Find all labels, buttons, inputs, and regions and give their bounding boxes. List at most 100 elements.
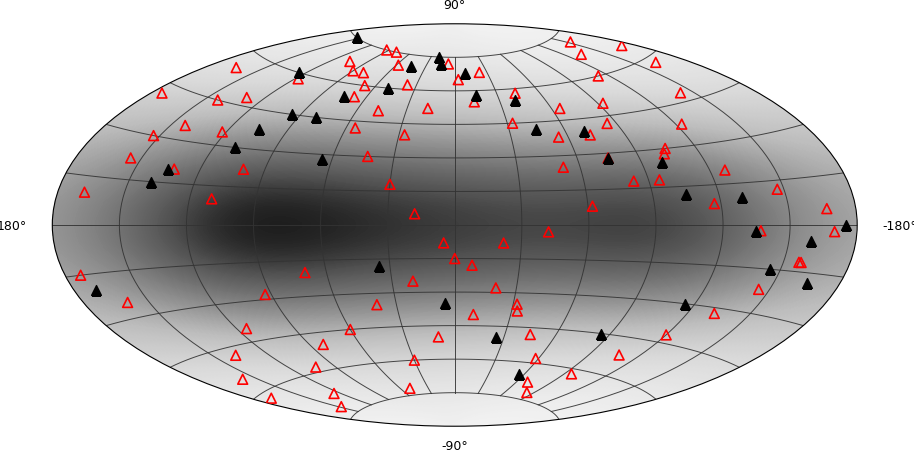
Point (541, 229, 556, 236)
Point (770, 186, 784, 193)
Point (314, 156, 329, 163)
Point (648, 60, 663, 67)
Point (402, 385, 417, 392)
Point (228, 352, 243, 359)
Point (800, 280, 814, 287)
Point (820, 206, 834, 213)
Point (675, 121, 689, 129)
Point (657, 151, 672, 158)
Point (360, 153, 375, 161)
Point (236, 376, 250, 383)
Point (438, 300, 452, 307)
Point (466, 311, 481, 318)
Point (600, 120, 614, 128)
Point (523, 331, 537, 338)
Point (600, 155, 615, 162)
Point (519, 389, 534, 396)
Point (528, 355, 543, 362)
Point (488, 285, 503, 292)
Point (407, 357, 421, 364)
Point (205, 196, 219, 203)
Point (284, 111, 299, 119)
Point (583, 132, 598, 139)
Point (655, 159, 670, 166)
Point (510, 308, 525, 315)
Point (529, 126, 544, 133)
Point (356, 70, 371, 77)
Point (380, 85, 395, 92)
Point (391, 62, 406, 69)
Point (146, 133, 161, 140)
Point (403, 64, 418, 71)
Point (379, 47, 394, 55)
Point (357, 83, 372, 90)
Point (316, 341, 331, 348)
Point (751, 286, 766, 293)
Point (717, 167, 732, 174)
Point (389, 50, 404, 57)
Point (252, 126, 267, 133)
Point (326, 390, 341, 397)
Point (239, 95, 254, 102)
Point (371, 108, 386, 115)
Point (348, 125, 363, 132)
Point (678, 191, 693, 198)
Point (707, 310, 722, 318)
Point (804, 238, 819, 245)
Point (143, 179, 158, 186)
Point (90, 287, 104, 295)
Point (508, 90, 523, 97)
Point (334, 403, 348, 410)
Point (551, 134, 566, 142)
Point (308, 364, 323, 371)
Point (652, 177, 666, 184)
Point (596, 101, 611, 108)
Point (467, 99, 482, 106)
Point (347, 94, 362, 101)
Text: -180°: -180° (883, 219, 914, 232)
Point (345, 68, 360, 75)
Point (264, 395, 279, 402)
Point (236, 166, 250, 174)
Point (215, 129, 229, 136)
Text: 180°: 180° (0, 219, 27, 232)
Point (436, 240, 451, 247)
Point (749, 228, 764, 235)
Point (510, 301, 525, 308)
Point (611, 352, 626, 359)
Point (154, 90, 169, 97)
Point (674, 90, 688, 97)
Point (420, 106, 435, 113)
Point (464, 262, 479, 269)
Point (754, 228, 769, 235)
Point (398, 132, 412, 139)
Point (337, 93, 352, 100)
Point (210, 97, 225, 105)
Point (343, 59, 357, 66)
Point (574, 51, 589, 59)
Point (431, 334, 446, 341)
Point (839, 222, 854, 229)
Point (400, 82, 415, 89)
Point (585, 203, 600, 210)
Point (563, 39, 578, 46)
Point (677, 300, 692, 308)
Point (472, 69, 486, 77)
Point (121, 299, 135, 306)
Point (77, 189, 91, 196)
Point (658, 146, 673, 153)
Point (239, 325, 254, 332)
Point (577, 128, 591, 135)
Point (614, 43, 629, 50)
Point (591, 73, 606, 80)
Point (553, 106, 568, 113)
Point (507, 97, 522, 105)
Text: 90°: 90° (443, 0, 466, 12)
Point (659, 331, 674, 339)
Point (406, 278, 420, 285)
Point (441, 61, 456, 69)
Point (564, 370, 579, 377)
Point (408, 211, 422, 218)
Point (707, 201, 722, 208)
Point (496, 240, 511, 247)
